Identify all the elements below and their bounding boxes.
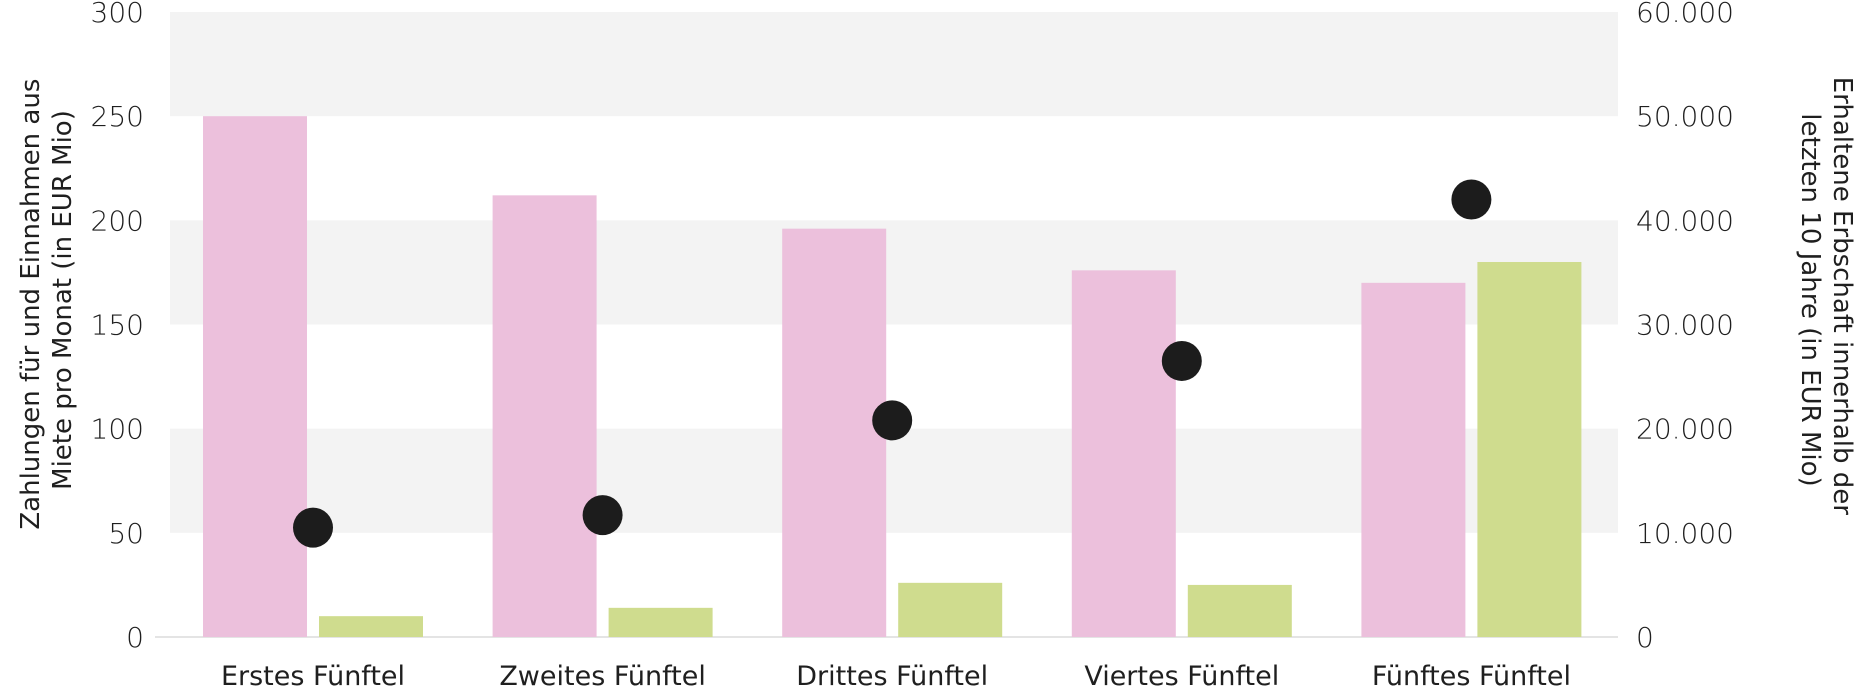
dot-point [293, 507, 333, 548]
x-category-label: Zweites Fünftel [499, 661, 706, 692]
dot-point [582, 495, 623, 536]
bar-series-2 [1187, 584, 1292, 637]
left-y-axis-title: Zahlungen für und Einnahmen aus Miete pr… [16, 70, 78, 529]
right-y-tick-label: 60.000 [1636, 0, 1734, 29]
bar-series-1 [1071, 270, 1176, 637]
left-y-tick-label: 0 [126, 621, 144, 654]
right-y-tick-label: 0 [1636, 621, 1654, 654]
right-y-axis-title: Erhaltene Erbschaft innerhalb der letzte… [1795, 77, 1857, 524]
x-category-label: Erstes Fünftel [221, 661, 405, 692]
right-y-tick-label: 40.000 [1636, 204, 1734, 237]
bars [203, 116, 1582, 638]
bar-series-2 [319, 616, 423, 637]
bar-series-2 [898, 582, 1003, 637]
left-y-tick-label: 100 [91, 413, 144, 446]
right-y-tick-label: 50.000 [1636, 100, 1734, 133]
right-y-axis-ticks: 0 10.000 20.000 30.000 40.000 50.000 60.000 [1636, 0, 1734, 654]
x-category-label: Viertes Fünftel [1084, 661, 1279, 692]
x-category-label: Fünftes Fünftel [1372, 661, 1571, 692]
right-y-tick-label: 20.000 [1636, 413, 1734, 446]
right-y-tick-label: 30.000 [1636, 309, 1734, 342]
bar-series-1 [203, 116, 307, 637]
right-y-tick-label: 10.000 [1636, 517, 1734, 550]
left-y-tick-label: 50 [108, 517, 144, 550]
left-y-tick-label: 250 [91, 100, 144, 133]
dot-point [1161, 340, 1202, 381]
left-y-tick-label: 300 [91, 0, 144, 29]
bar-series-1 [1361, 282, 1466, 637]
dot-point [872, 400, 913, 441]
left-y-tick-label: 150 [91, 309, 144, 342]
dots [293, 179, 1492, 548]
x-axis-category-labels: Erstes Fünftel Zweites Fünftel Drittes Fün… [221, 661, 1571, 692]
bar-series-2 [608, 607, 713, 637]
dot-point [1451, 179, 1492, 220]
x-category-label: Drittes Fünftel [796, 661, 988, 692]
grid-band [170, 12, 1618, 117]
bar-series-1 [782, 228, 887, 637]
left-y-axis-ticks: 0 50 100 150 200 250 300 [91, 0, 144, 654]
left-y-tick-label: 200 [91, 204, 144, 237]
bar-series-1 [492, 195, 597, 638]
bar-series-2 [1477, 262, 1582, 637]
